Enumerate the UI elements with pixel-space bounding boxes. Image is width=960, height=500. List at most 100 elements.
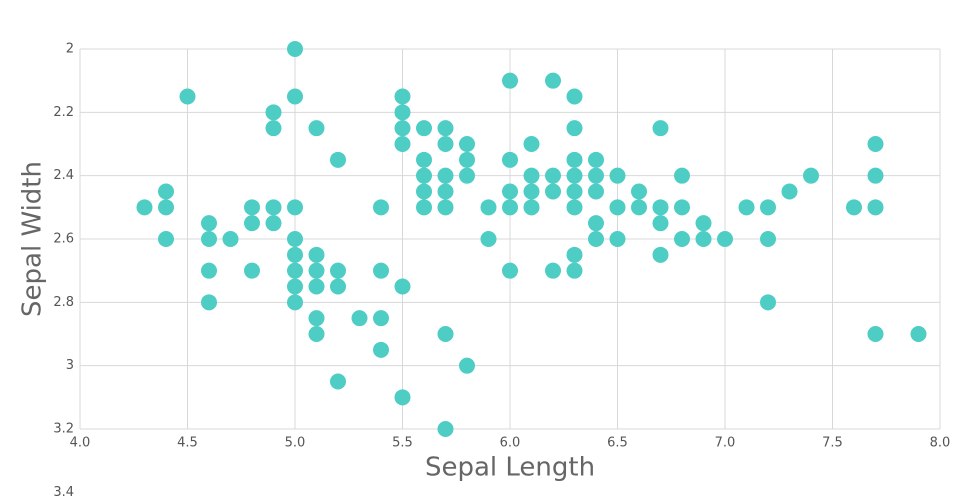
x-tick-label: 6.0 xyxy=(500,436,521,451)
point xyxy=(265,215,282,232)
point xyxy=(480,231,497,247)
point xyxy=(437,120,454,137)
point xyxy=(394,120,411,137)
point xyxy=(330,373,346,390)
point xyxy=(373,199,389,216)
point xyxy=(867,326,884,342)
point xyxy=(244,262,260,279)
point xyxy=(394,104,411,121)
point xyxy=(631,199,647,216)
point xyxy=(695,215,712,232)
point xyxy=(416,120,432,137)
point xyxy=(416,151,432,168)
point xyxy=(566,183,583,200)
point xyxy=(846,199,862,216)
point xyxy=(566,120,583,137)
point xyxy=(652,199,669,216)
point xyxy=(201,215,217,232)
point xyxy=(265,199,282,216)
point xyxy=(910,326,927,342)
point xyxy=(566,88,583,105)
point xyxy=(760,294,776,311)
point xyxy=(695,231,712,247)
point xyxy=(287,231,303,247)
point xyxy=(588,231,604,247)
point xyxy=(588,151,604,168)
point xyxy=(287,246,303,263)
point xyxy=(631,183,647,200)
point xyxy=(502,262,518,279)
point xyxy=(717,231,733,247)
y-tick-label: 3 xyxy=(66,358,74,373)
point xyxy=(545,183,561,200)
point xyxy=(244,215,260,232)
point xyxy=(394,389,411,406)
point xyxy=(781,183,798,200)
y-tick-label: 3.2 xyxy=(53,422,74,437)
point xyxy=(502,151,518,168)
point xyxy=(437,167,454,184)
point xyxy=(222,231,239,247)
point xyxy=(502,72,518,89)
point xyxy=(373,310,389,327)
point xyxy=(738,199,755,216)
point xyxy=(652,120,669,137)
point xyxy=(351,310,368,327)
point xyxy=(308,310,325,327)
point xyxy=(459,136,475,152)
point xyxy=(459,167,475,184)
point xyxy=(566,199,583,216)
point xyxy=(566,262,583,279)
point xyxy=(201,231,217,247)
point xyxy=(416,199,432,216)
point xyxy=(287,88,303,105)
x-tick-label: 7.5 xyxy=(822,436,843,451)
point xyxy=(437,326,454,342)
point xyxy=(652,246,669,263)
y-tick-label: 2.2 xyxy=(53,105,74,120)
point xyxy=(760,231,776,247)
point xyxy=(566,151,583,168)
point xyxy=(158,183,174,200)
point xyxy=(545,72,561,89)
x-tick-label: 4.0 xyxy=(70,436,91,451)
point xyxy=(867,136,884,152)
point xyxy=(437,183,454,200)
point xyxy=(803,167,819,184)
point xyxy=(201,262,217,279)
y-tick-label: 2.8 xyxy=(53,295,74,310)
x-tick-label: 7.0 xyxy=(715,436,736,451)
point xyxy=(674,167,690,184)
point xyxy=(588,215,604,232)
point xyxy=(394,278,411,295)
point xyxy=(330,151,346,168)
point xyxy=(244,199,260,216)
x-tick-label: 8.0 xyxy=(930,436,951,451)
x-axis-title: Sepal Length xyxy=(425,453,595,483)
point xyxy=(201,294,217,311)
y-tick-label: 3.4 xyxy=(53,485,74,500)
x-tick-label: 5.0 xyxy=(285,436,306,451)
point xyxy=(437,421,454,437)
point xyxy=(330,278,346,295)
point xyxy=(545,167,561,184)
point xyxy=(136,199,153,216)
point xyxy=(480,199,497,216)
point xyxy=(867,199,884,216)
point xyxy=(394,88,411,105)
point xyxy=(308,120,325,137)
point xyxy=(308,278,325,295)
point xyxy=(523,167,540,184)
point xyxy=(459,151,475,168)
point xyxy=(523,183,540,200)
point xyxy=(287,41,303,57)
point xyxy=(502,199,518,216)
point xyxy=(652,215,669,232)
y-tick-label: 2.4 xyxy=(53,168,74,183)
point xyxy=(566,167,583,184)
point xyxy=(416,183,432,200)
point xyxy=(609,231,626,247)
point xyxy=(158,199,174,216)
point xyxy=(287,262,303,279)
